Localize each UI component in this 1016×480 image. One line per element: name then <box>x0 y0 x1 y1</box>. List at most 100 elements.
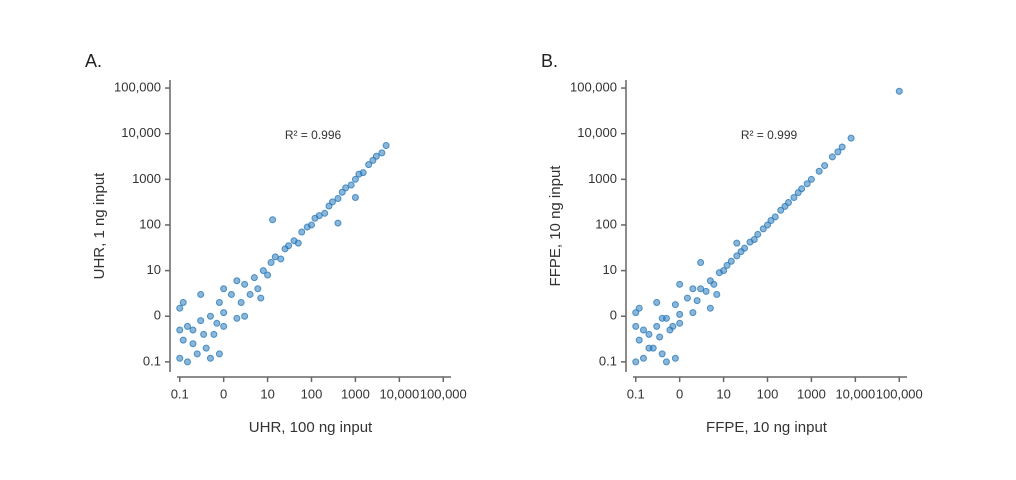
point <box>750 236 758 244</box>
point <box>179 336 187 344</box>
point <box>321 209 329 217</box>
point <box>713 290 721 298</box>
y-tick-label: 1000 <box>588 171 617 186</box>
point <box>237 298 245 306</box>
point <box>215 350 223 358</box>
point <box>697 285 705 293</box>
point <box>183 358 191 366</box>
y-axis-title: FFPE, 10 ng input <box>547 165 564 287</box>
point <box>308 221 316 229</box>
point <box>645 344 653 352</box>
point <box>759 225 767 233</box>
point <box>351 175 359 183</box>
point <box>693 297 701 305</box>
point <box>202 344 210 352</box>
point <box>176 304 184 312</box>
point <box>342 184 350 192</box>
point <box>241 280 249 288</box>
panel-label: B. <box>541 51 558 71</box>
point <box>754 230 762 238</box>
point <box>653 298 661 306</box>
x-axis-title: UHR, 100 ng input <box>249 419 373 436</box>
x-tick-label: 100,000 <box>876 386 923 401</box>
point <box>676 280 684 288</box>
point <box>193 350 201 358</box>
point <box>798 185 806 193</box>
point <box>723 261 731 269</box>
point <box>338 188 346 196</box>
point <box>653 322 661 330</box>
point <box>683 294 691 302</box>
point <box>257 294 265 302</box>
point <box>189 340 197 348</box>
point <box>645 330 653 338</box>
y-tick-label: 1000 <box>132 171 161 186</box>
point <box>176 326 184 334</box>
point <box>828 153 836 161</box>
point <box>815 167 823 175</box>
point <box>176 354 184 362</box>
y-tick-label: 0.1 <box>143 353 161 368</box>
point <box>706 304 714 312</box>
point <box>790 193 798 201</box>
x-tick-label: 1000 <box>797 386 826 401</box>
point <box>733 252 741 260</box>
point <box>378 149 386 157</box>
point <box>227 290 235 298</box>
point <box>267 259 275 267</box>
point <box>246 290 254 298</box>
point <box>372 152 380 160</box>
point <box>710 280 718 288</box>
point <box>764 221 772 229</box>
point <box>220 309 228 317</box>
point <box>259 267 267 275</box>
x-tick-label: 0 <box>220 386 227 401</box>
point <box>233 314 241 322</box>
point <box>727 257 735 265</box>
point <box>632 322 640 330</box>
point <box>334 219 342 227</box>
point <box>807 175 815 183</box>
point <box>220 322 228 330</box>
point <box>635 336 643 344</box>
y-tick-label: 100 <box>595 216 617 231</box>
point <box>359 169 367 177</box>
y-tick-label: 0 <box>610 308 617 323</box>
point <box>233 277 241 285</box>
point <box>702 287 710 295</box>
point <box>241 312 249 320</box>
point <box>669 322 677 330</box>
x-tick-label: 10 <box>716 386 730 401</box>
point <box>215 298 223 306</box>
point <box>351 193 359 201</box>
point <box>250 274 258 282</box>
point <box>382 142 390 150</box>
point <box>689 309 697 317</box>
y-axis-title: UHR, 1 ng input <box>91 172 108 280</box>
r2-annotation: R² = 0.996 <box>285 128 342 142</box>
point <box>197 317 205 325</box>
point <box>777 206 785 214</box>
point <box>689 285 697 293</box>
point <box>639 354 647 362</box>
point <box>220 285 228 293</box>
x-tick-label: 0.1 <box>171 386 189 401</box>
y-tick-label: 10,000 <box>577 125 617 140</box>
point <box>847 134 855 142</box>
x-tick-label: 10,000 <box>379 386 419 401</box>
point <box>784 199 792 207</box>
point <box>285 242 293 250</box>
point <box>269 216 277 224</box>
x-tick-label: 100 <box>301 386 323 401</box>
point <box>834 148 842 156</box>
point <box>294 239 302 247</box>
point <box>632 358 640 366</box>
point <box>328 198 336 206</box>
point <box>771 213 779 221</box>
point <box>639 326 647 334</box>
point <box>334 194 342 202</box>
point <box>697 259 705 267</box>
r2-annotation: R² = 0.999 <box>741 128 798 142</box>
point <box>213 319 221 327</box>
point <box>671 354 679 362</box>
